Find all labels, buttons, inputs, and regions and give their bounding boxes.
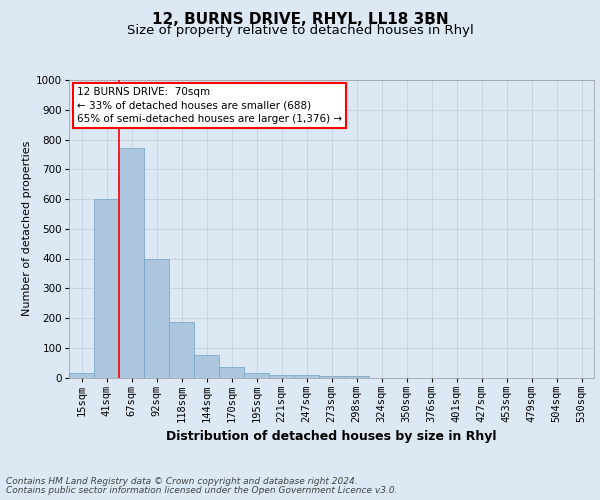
Bar <box>244 373 269 378</box>
Bar <box>269 374 294 378</box>
Bar <box>169 322 194 378</box>
Bar <box>294 374 319 378</box>
X-axis label: Distribution of detached houses by size in Rhyl: Distribution of detached houses by size … <box>166 430 497 444</box>
Text: Contains public sector information licensed under the Open Government Licence v3: Contains public sector information licen… <box>6 486 398 495</box>
Bar <box>344 376 369 378</box>
Bar <box>119 148 144 378</box>
Text: Size of property relative to detached houses in Rhyl: Size of property relative to detached ho… <box>127 24 473 37</box>
Text: 12 BURNS DRIVE:  70sqm
← 33% of detached houses are smaller (688)
65% of semi-de: 12 BURNS DRIVE: 70sqm ← 33% of detached … <box>77 88 342 124</box>
Bar <box>219 367 244 378</box>
Text: 12, BURNS DRIVE, RHYL, LL18 3BN: 12, BURNS DRIVE, RHYL, LL18 3BN <box>152 12 448 28</box>
Bar <box>319 376 344 378</box>
Y-axis label: Number of detached properties: Number of detached properties <box>22 141 32 316</box>
Bar <box>94 199 119 378</box>
Text: Contains HM Land Registry data © Crown copyright and database right 2024.: Contains HM Land Registry data © Crown c… <box>6 477 358 486</box>
Bar <box>144 258 169 378</box>
Bar <box>69 373 94 378</box>
Bar <box>194 355 219 378</box>
